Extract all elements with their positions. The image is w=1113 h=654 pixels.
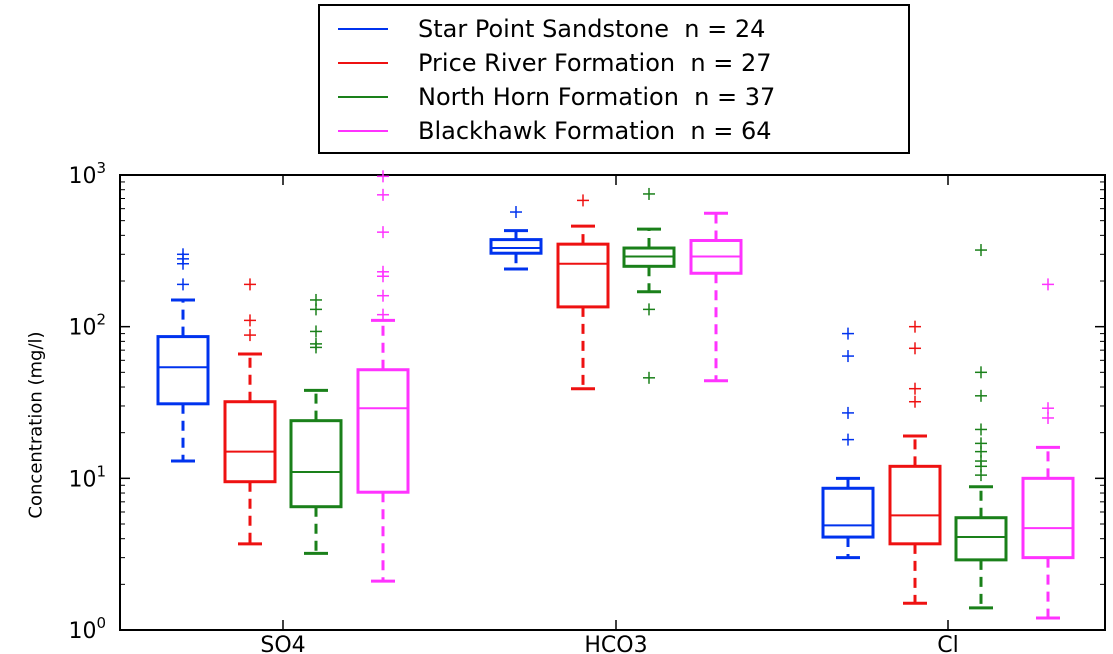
legend-entry-star-point: Star Point Sandstone n = 24 — [338, 13, 765, 45]
box-iqr — [1021, 476, 1075, 560]
y-tick-label: 100 — [68, 614, 106, 644]
x-tick-label: Cl — [937, 633, 958, 654]
legend-entry-blackhawk: Blackhawk Formation n = 64 — [338, 115, 772, 147]
box-iqr — [954, 516, 1008, 562]
legend-label-north-horn: North Horn Formation n = 37 — [418, 83, 776, 111]
legend-label-blackhawk: Blackhawk Formation n = 64 — [418, 117, 772, 145]
y-axis-label: Concentration (mg/l) — [25, 331, 47, 519]
legend-swatch-star-point — [338, 28, 388, 30]
chart-legend: Star Point Sandstone n = 24 Price River … — [318, 4, 910, 154]
legend-swatch-blackhawk — [338, 130, 388, 132]
legend-swatch-north-horn — [338, 96, 388, 98]
plot-frame — [119, 174, 1106, 631]
legend-entry-price-river: Price River Formation n = 27 — [338, 47, 772, 79]
box-iqr — [821, 486, 875, 539]
y-tick-label: 101 — [68, 462, 106, 492]
box-iqr — [556, 242, 610, 309]
x-tick-label: HCO3 — [584, 633, 647, 654]
box-iqr — [356, 368, 410, 494]
box-iqr — [489, 238, 543, 255]
box-iqr — [289, 419, 343, 509]
legend-label-star-point: Star Point Sandstone n = 24 — [418, 15, 766, 43]
box-iqr — [156, 335, 210, 406]
box-iqr — [223, 400, 277, 484]
y-tick-label: 102 — [68, 311, 106, 341]
legend-swatch-price-river — [338, 62, 388, 64]
legend-label-price-river: Price River Formation n = 27 — [418, 49, 772, 77]
box-iqr — [888, 464, 942, 546]
x-tick-label: SO4 — [260, 633, 305, 654]
y-tick-label: 103 — [68, 159, 106, 189]
legend-entry-north-horn: North Horn Formation n = 37 — [338, 81, 775, 113]
